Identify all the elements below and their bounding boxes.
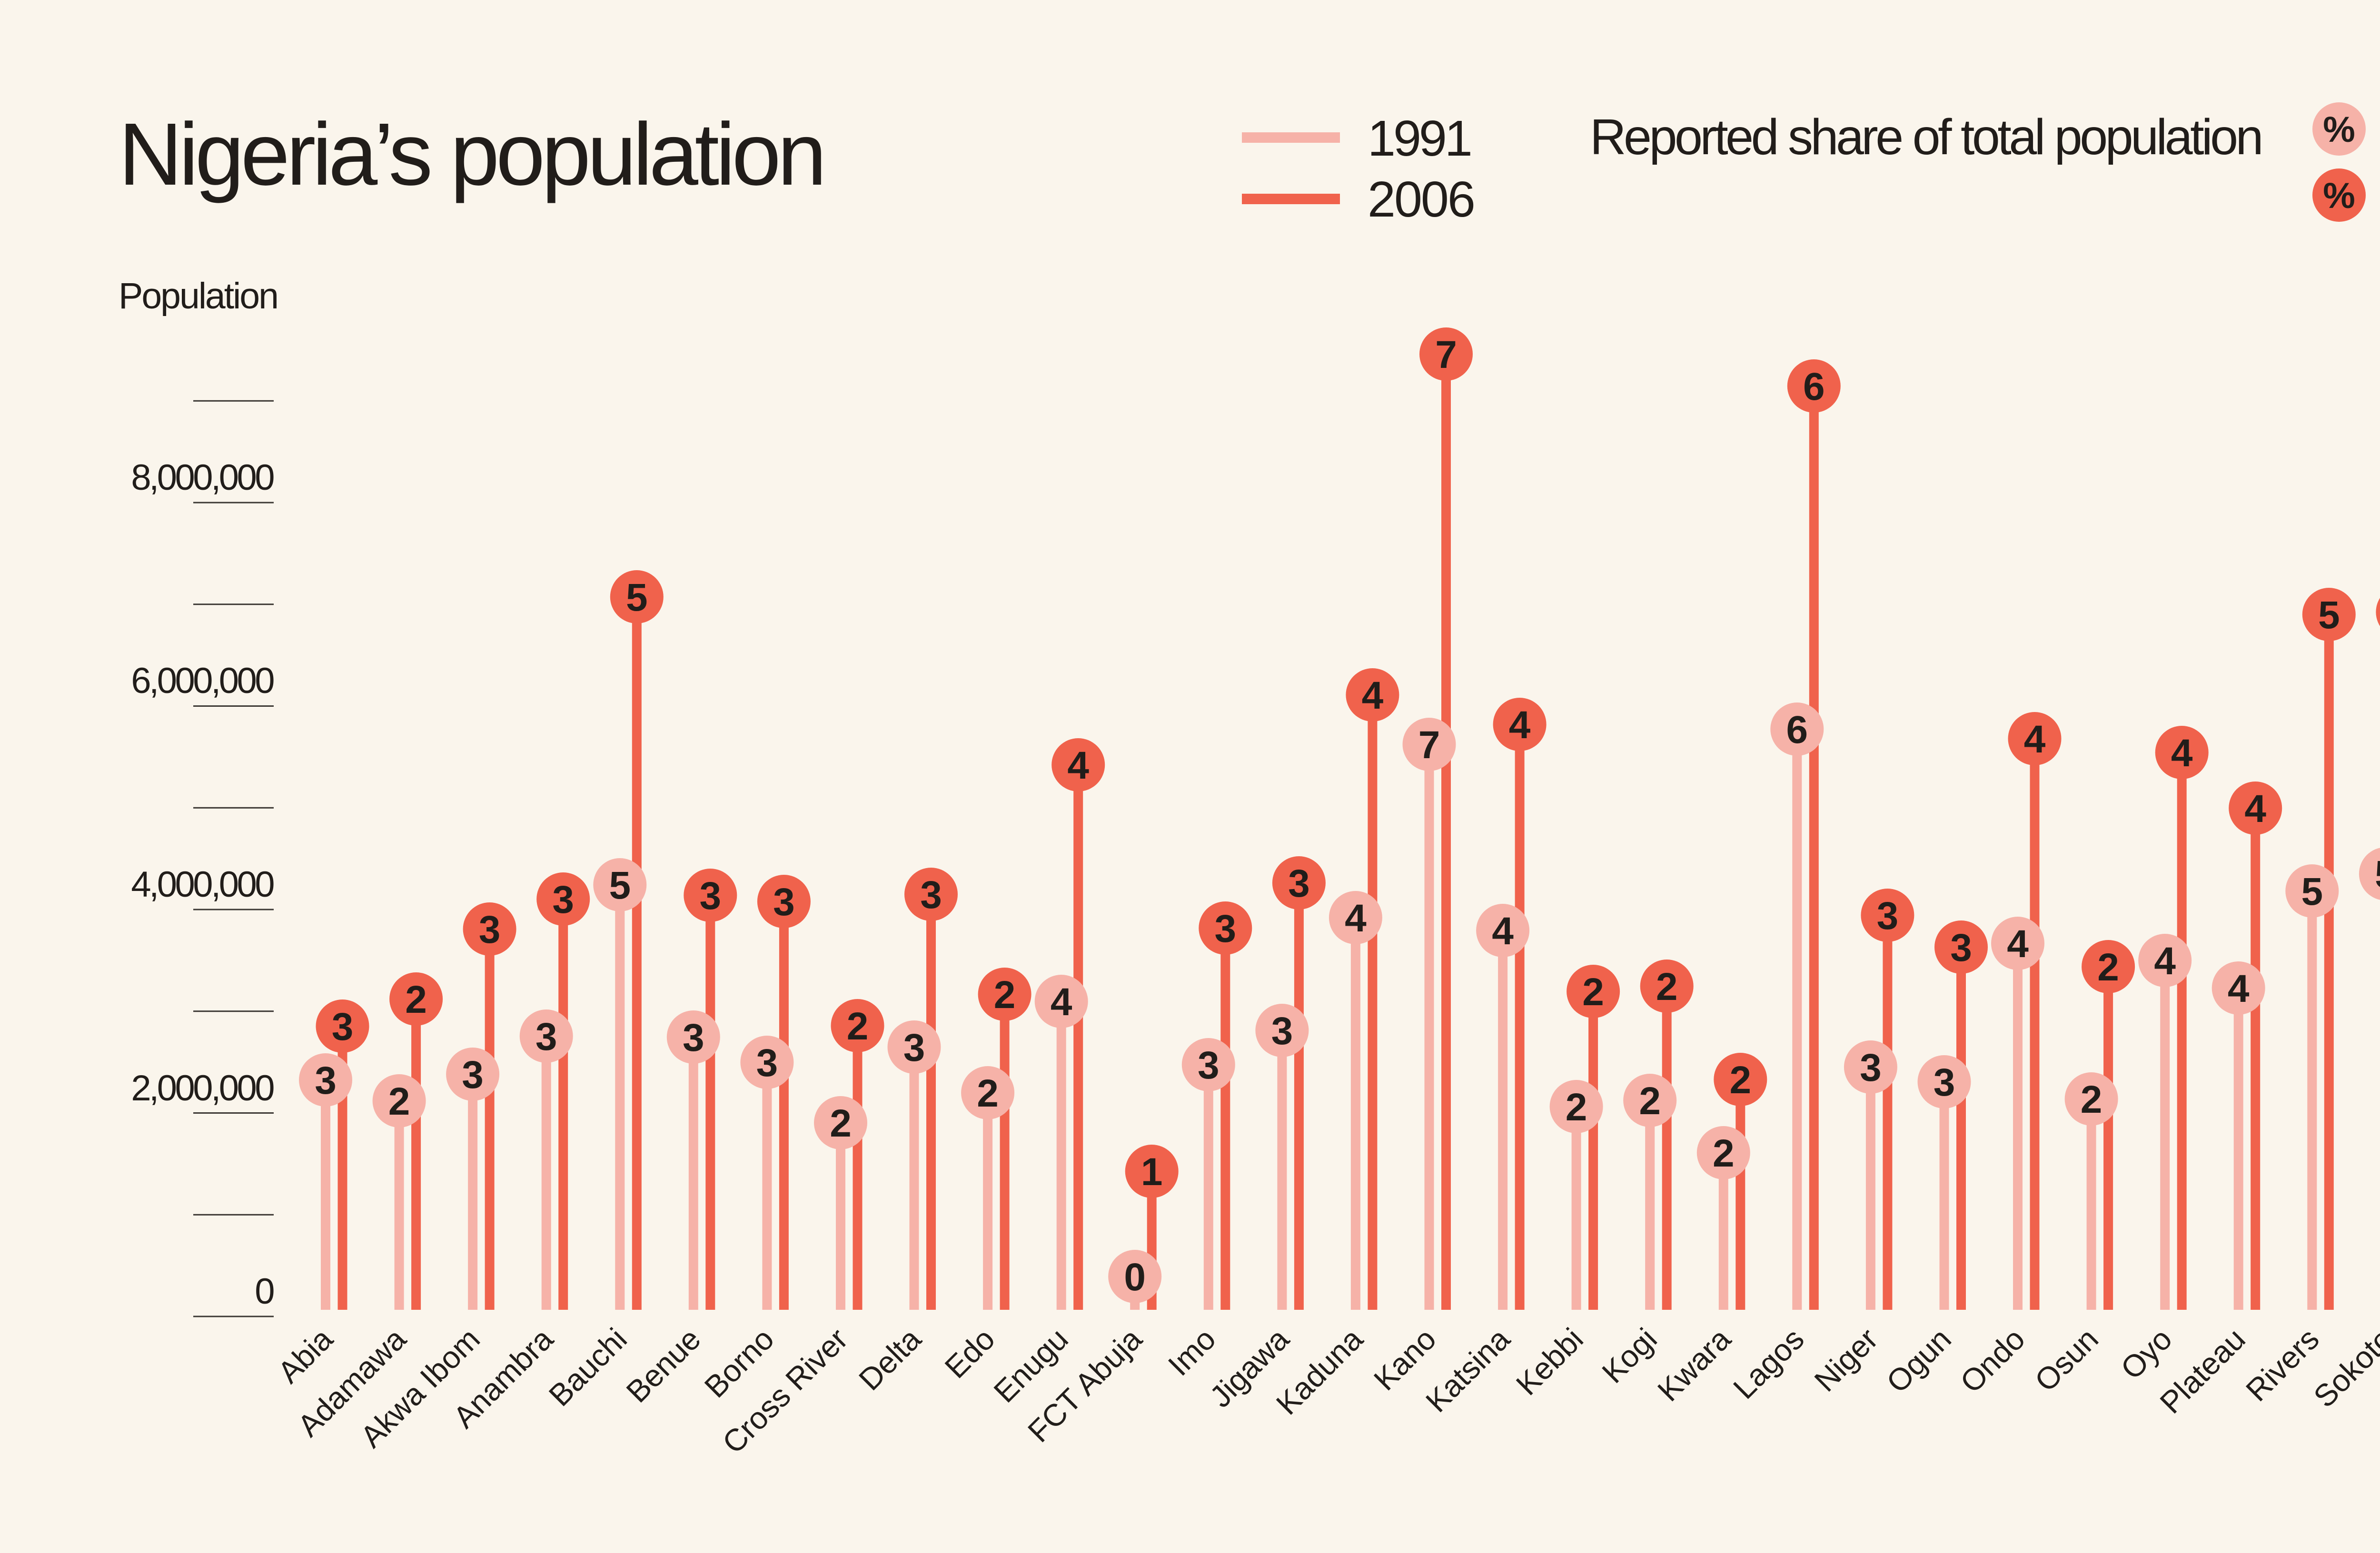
svg-text:2: 2	[830, 1102, 852, 1145]
svg-text:0: 0	[255, 1271, 274, 1312]
svg-text:4: 4	[1492, 910, 1514, 953]
svg-text:0: 0	[1124, 1256, 1146, 1299]
svg-text:3: 3	[773, 880, 795, 924]
svg-text:3: 3	[1877, 894, 1899, 938]
svg-text:3: 3	[1214, 907, 1236, 950]
svg-text:Nigeria’s population: Nigeria’s population	[119, 105, 823, 204]
svg-text:4: 4	[2244, 787, 2266, 831]
svg-text:3: 3	[1198, 1044, 1220, 1087]
svg-text:3: 3	[536, 1015, 557, 1058]
svg-text:5: 5	[2318, 594, 2340, 637]
svg-text:3: 3	[462, 1053, 484, 1097]
svg-text:3: 3	[683, 1016, 704, 1059]
svg-text:2006: 2006	[1368, 171, 1474, 228]
svg-text:4,000,000: 4,000,000	[131, 864, 274, 905]
svg-text:6,000,000: 6,000,000	[131, 661, 274, 701]
svg-text:8,000,000: 8,000,000	[131, 457, 274, 498]
svg-text:3: 3	[1950, 926, 1972, 969]
svg-text:3: 3	[552, 878, 574, 921]
svg-text:3: 3	[1271, 1009, 1293, 1053]
svg-text:3: 3	[1288, 862, 1310, 905]
svg-text:3: 3	[756, 1041, 778, 1085]
svg-text:3: 3	[332, 1005, 354, 1049]
svg-text:1991: 1991	[1368, 110, 1470, 167]
svg-text:2: 2	[847, 1005, 869, 1048]
svg-text:4: 4	[1362, 674, 1384, 717]
svg-text:2: 2	[1729, 1058, 1751, 1102]
svg-text:Reported share of total popula: Reported share of total population	[1590, 109, 2261, 165]
svg-text:2: 2	[977, 1072, 999, 1115]
svg-text:4: 4	[1067, 744, 1089, 787]
svg-text:5: 5	[2375, 853, 2380, 896]
svg-text:4: 4	[2228, 967, 2250, 1010]
svg-text:%: %	[2323, 109, 2355, 150]
svg-text:6: 6	[1786, 708, 1808, 752]
svg-text:4: 4	[2024, 718, 2046, 761]
svg-text:4: 4	[1051, 980, 1072, 1024]
svg-text:2: 2	[1566, 1086, 1587, 1129]
svg-text:2: 2	[1639, 1079, 1661, 1123]
svg-text:5: 5	[626, 576, 648, 619]
svg-text:4: 4	[1509, 703, 1531, 747]
svg-text:2: 2	[1713, 1132, 1735, 1175]
svg-text:7: 7	[1435, 333, 1457, 376]
svg-text:3: 3	[1860, 1046, 1882, 1089]
svg-text:3: 3	[920, 873, 942, 917]
svg-text:6: 6	[1803, 365, 1825, 408]
svg-text:7: 7	[1418, 723, 1440, 767]
svg-text:2: 2	[2097, 946, 2119, 989]
svg-text:5: 5	[2301, 870, 2323, 913]
svg-text:2: 2	[994, 973, 1016, 1017]
svg-text:3: 3	[699, 874, 721, 918]
svg-text:2: 2	[2081, 1078, 2102, 1121]
svg-text:%: %	[2323, 176, 2355, 216]
svg-text:2: 2	[388, 1080, 410, 1123]
svg-text:4: 4	[2171, 732, 2193, 775]
svg-text:4: 4	[2007, 922, 2029, 966]
svg-text:1: 1	[1141, 1150, 1163, 1194]
svg-text:4: 4	[2154, 940, 2176, 983]
svg-text:2: 2	[1582, 970, 1604, 1014]
svg-text:2: 2	[405, 978, 427, 1021]
svg-text:3: 3	[315, 1059, 337, 1102]
svg-text:2,000,000: 2,000,000	[131, 1068, 274, 1108]
svg-text:4: 4	[1345, 897, 1367, 940]
svg-text:2: 2	[1656, 965, 1678, 1009]
svg-text:3: 3	[903, 1026, 925, 1069]
svg-text:3: 3	[1934, 1061, 1955, 1104]
svg-text:Population: Population	[119, 276, 278, 317]
svg-text:5: 5	[609, 864, 631, 907]
svg-text:3: 3	[479, 908, 501, 951]
